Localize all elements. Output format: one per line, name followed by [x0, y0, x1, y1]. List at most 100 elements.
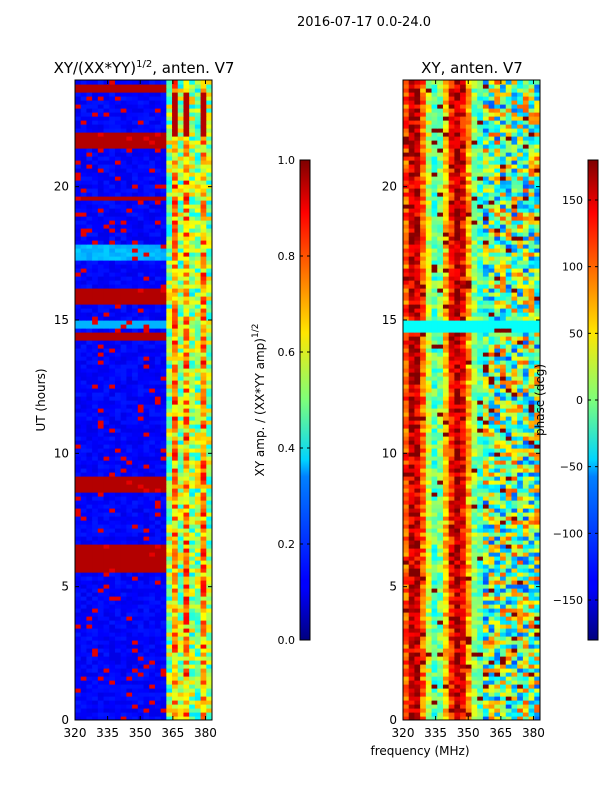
heatmap-cell	[80, 504, 88, 509]
heatmap-cell	[437, 612, 444, 617]
heatmap-cell	[103, 408, 110, 413]
heatmap-cell	[177, 128, 185, 133]
heatmap-cell	[414, 632, 421, 637]
heatmap-cell	[149, 320, 156, 325]
heatmap-cell	[183, 700, 190, 705]
heatmap-cell	[137, 588, 145, 593]
y-tick-label: 10	[54, 446, 69, 460]
heatmap-cell	[160, 496, 167, 501]
heatmap-cell	[132, 128, 139, 133]
heatmap-cell	[471, 624, 478, 629]
heatmap-cell	[160, 260, 167, 265]
heatmap-cell	[200, 304, 207, 309]
heatmap-cell	[86, 676, 93, 681]
heatmap-cell	[172, 80, 179, 85]
heatmap-cell	[149, 156, 156, 161]
heatmap-cell	[166, 252, 173, 257]
heatmap-cell	[166, 644, 173, 649]
heatmap-cell	[143, 424, 150, 429]
heatmap-cell	[149, 260, 156, 265]
heatmap-cell	[425, 608, 433, 613]
heatmap-cell	[189, 104, 196, 109]
heatmap-cell	[414, 552, 421, 557]
heatmap-cell	[477, 656, 484, 661]
heatmap-cell	[200, 192, 207, 197]
heatmap-cell	[522, 544, 530, 549]
heatmap-cell	[132, 356, 139, 361]
heatmap-cell	[206, 612, 212, 617]
heatmap-cell	[160, 508, 167, 513]
heatmap-cell	[172, 676, 179, 681]
heatmap-cell	[86, 492, 93, 497]
heatmap-cell	[92, 360, 99, 365]
heatmap-cell	[183, 228, 190, 233]
heatmap-cell	[166, 168, 173, 173]
heatmap-cell	[75, 272, 82, 277]
heatmap-cell	[522, 608, 530, 613]
heatmap-cell	[160, 120, 167, 125]
heatmap-cell	[194, 320, 202, 325]
heatmap-cell	[160, 704, 167, 709]
heatmap-cell	[442, 664, 450, 669]
heatmap-cell	[80, 388, 88, 393]
heatmap-cell	[160, 676, 167, 681]
heatmap-cell	[172, 120, 179, 125]
heatmap-cell	[482, 620, 490, 625]
heatmap-cell	[109, 232, 116, 237]
heatmap-cell	[471, 708, 478, 713]
heatmap-cell	[86, 236, 93, 241]
heatmap-cell	[126, 616, 133, 621]
heatmap-cell	[143, 680, 150, 685]
heatmap-cell	[200, 456, 207, 461]
heatmap-cell	[103, 276, 110, 281]
heatmap-cell	[200, 420, 207, 425]
heatmap-cell	[494, 540, 501, 545]
heatmap-cell	[183, 544, 190, 549]
heatmap-cell	[471, 600, 478, 605]
heatmap-cell	[177, 260, 185, 265]
heatmap-cell	[154, 660, 162, 665]
heatmap-cell	[75, 564, 82, 569]
heatmap-cell	[80, 476, 88, 481]
heatmap-cell	[75, 224, 82, 229]
heatmap-cell	[143, 224, 150, 229]
heatmap-cell	[92, 292, 99, 297]
heatmap-cell	[177, 372, 185, 377]
heatmap-cell	[75, 536, 82, 541]
heatmap-cell	[172, 616, 179, 621]
heatmap-cell	[92, 600, 99, 605]
heatmap-cell	[522, 712, 530, 717]
heatmap-cell	[482, 624, 490, 629]
heatmap-cell	[80, 508, 88, 513]
heatmap-cell	[482, 640, 490, 645]
heatmap-cell	[86, 332, 93, 337]
heatmap-cell	[126, 524, 133, 529]
heatmap-cell	[97, 388, 105, 393]
heatmap-cell	[482, 696, 490, 701]
heatmap-cell	[149, 372, 156, 377]
heatmap-cell	[172, 212, 179, 217]
heatmap-cell	[132, 380, 139, 385]
heatmap-cell	[194, 80, 202, 85]
heatmap-cell	[488, 716, 495, 720]
heatmap-cell	[126, 488, 133, 493]
heatmap-cell	[92, 444, 99, 449]
heatmap-cell	[86, 668, 93, 673]
heatmap-cell	[160, 532, 167, 537]
heatmap-cell	[120, 536, 127, 541]
heatmap-cell	[86, 424, 93, 429]
heatmap-cell	[143, 256, 150, 261]
heatmap-cell	[143, 492, 150, 497]
heatmap-cell	[194, 600, 202, 605]
heatmap-cell	[172, 668, 179, 673]
heatmap-cell	[86, 408, 93, 413]
heatmap-cell	[448, 676, 455, 681]
heatmap-cell	[80, 456, 88, 461]
heatmap-cell	[154, 272, 162, 277]
heatmap-cell	[97, 124, 105, 129]
heatmap-cell	[465, 600, 473, 605]
heatmap-cell	[177, 208, 185, 213]
heatmap-cell	[517, 592, 524, 597]
heatmap-cell	[183, 564, 190, 569]
heatmap-cell	[177, 392, 185, 397]
